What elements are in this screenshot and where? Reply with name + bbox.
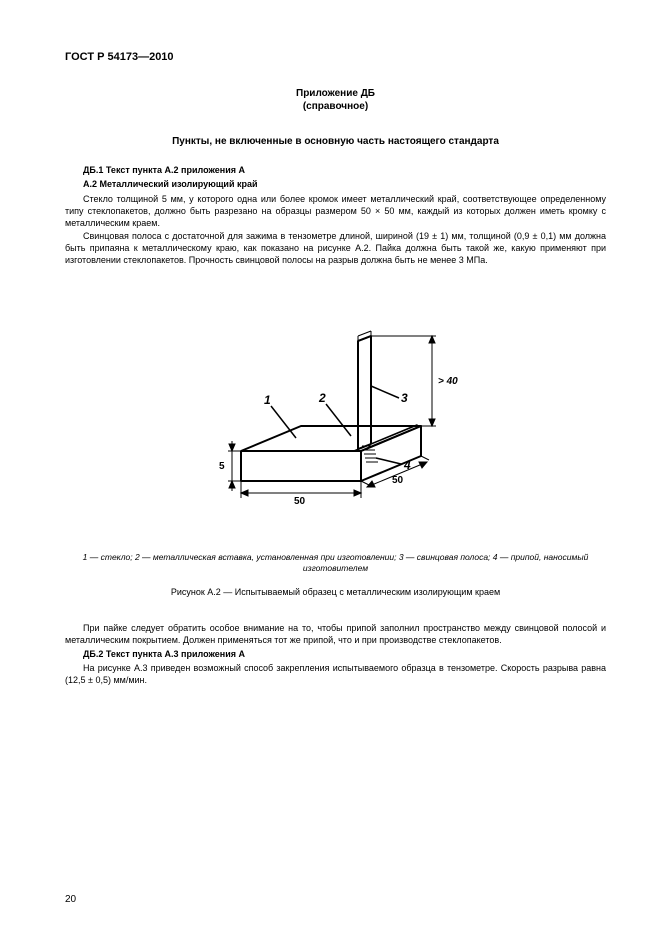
callout-2: 2	[318, 391, 326, 405]
dim-strip-height: > 40	[438, 376, 458, 387]
dim-depth: 50	[392, 475, 404, 486]
appendix-heading: Приложение ДБ (справочное)	[65, 87, 606, 113]
appendix-title: Приложение ДБ	[296, 88, 375, 99]
figure-caption: Рисунок А.2 — Испытываемый образец с мет…	[65, 586, 606, 598]
figure-svg: 1 2 3 4 50 50 5 > 40	[186, 286, 486, 536]
page-number: 20	[65, 893, 76, 907]
a2-heading: А.2 Металлический изолирующий край	[65, 178, 606, 190]
figure-a2: 1 2 3 4 50 50 5 > 40	[65, 286, 606, 539]
callout-3: 3	[401, 391, 408, 405]
callout-1: 1	[264, 393, 271, 407]
document-header: ГОСТ Р 54173—2010	[65, 50, 606, 65]
appendix-subtitle: (справочное)	[303, 101, 368, 112]
callout-4: 4	[403, 458, 411, 472]
dim-thickness: 5	[219, 461, 225, 472]
paragraph-2: Свинцовая полоса с достаточной для зажим…	[65, 230, 606, 266]
paragraph-3: При пайке следует обратить особое вниман…	[65, 622, 606, 646]
paragraph-4: На рисунке А.3 приведен возможный способ…	[65, 662, 606, 686]
paragraph-1: Стекло толщиной 5 мм, у которого одна ил…	[65, 193, 606, 229]
section-title: Пункты, не включенные в основную часть н…	[65, 135, 606, 149]
dim-width: 50	[294, 496, 306, 507]
db1-heading: ДБ.1 Текст пункта А.2 приложения А	[65, 164, 606, 176]
db2-heading: ДБ.2 Текст пункта А.3 приложения А	[65, 648, 606, 660]
document-page: ГОСТ Р 54173—2010 Приложение ДБ (справоч…	[0, 0, 661, 936]
figure-legend: 1 — стекло; 2 — металлическая вставка, у…	[65, 552, 606, 574]
